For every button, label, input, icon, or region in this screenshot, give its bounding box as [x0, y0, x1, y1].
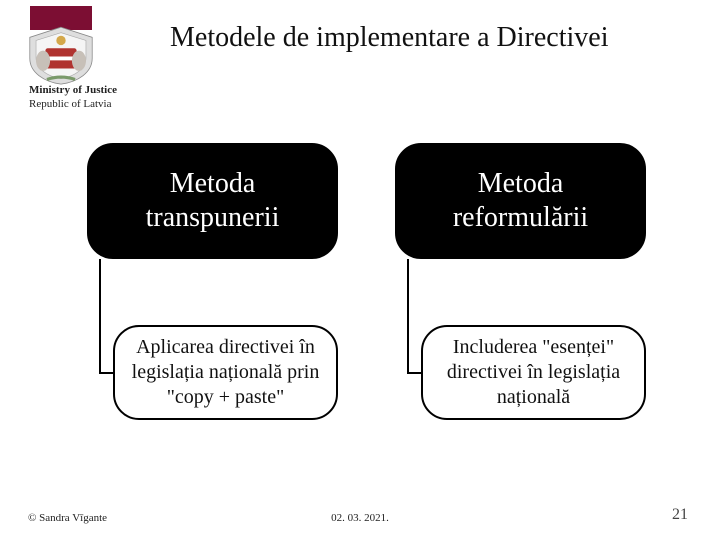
slide-title: Metodele de implementare a Directivei	[170, 22, 700, 54]
connector	[407, 372, 421, 374]
footer-page-number: 21	[672, 506, 688, 524]
connector	[99, 372, 113, 374]
footer-date: 02. 03. 2021.	[0, 512, 720, 524]
description-node: Includerea "esenței" directivei în legis…	[421, 325, 646, 420]
method-node: Metoda transpunerii	[87, 143, 338, 259]
connector	[99, 259, 101, 373]
ministry-label: Ministry of Justice Republic of Latvia	[29, 84, 117, 112]
coat-of-arms-icon	[22, 22, 100, 87]
method-node: Metoda reformulării	[395, 143, 646, 259]
connector	[407, 259, 409, 373]
slide: Ministry of Justice Republic of Latvia M…	[0, 0, 720, 540]
description-node: Aplicarea directivei în legislația națio…	[113, 325, 338, 420]
ministry-line2: Republic of Latvia	[29, 98, 117, 112]
ministry-line1: Ministry of Justice	[29, 84, 117, 98]
